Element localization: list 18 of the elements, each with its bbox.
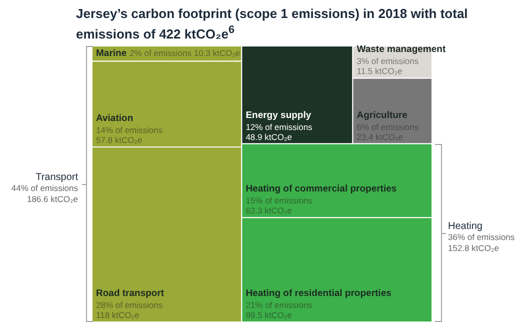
category-label: Waste management bbox=[356, 44, 446, 56]
category-label: Heating of commercial properties bbox=[246, 184, 397, 195]
category-label: Energy supply bbox=[246, 110, 312, 121]
category-label: Marine bbox=[96, 48, 127, 59]
data-label: 3% of emissions 11.5 ktCO₂e bbox=[356, 56, 419, 76]
text: Jersey’s carbon footprint (scope 1 emissions) in 2018 with total emissions of 422 ktCO₂e$^{6}$ bbox=[76, 6, 469, 42]
category-label: Heating of residential properties bbox=[246, 288, 392, 299]
category-label: Aviation bbox=[96, 112, 134, 124]
data-label: 28% of emissions 118 ktCO₂e bbox=[96, 300, 163, 320]
data-label: 14% of emissions 57.8 ktCO₂e bbox=[96, 124, 163, 145]
category-label: Road transport bbox=[96, 288, 165, 299]
data-label: 21% of emissions 89.5 ktCO₂e bbox=[246, 300, 312, 320]
text: Transport 44% of emissions 186.6 ktCO₂e bbox=[11, 172, 78, 204]
data-label: 2% of emissions 10.3 ktCO₂e bbox=[130, 48, 240, 58]
data-label: 15% of emissions 63.3 ktCO₂e bbox=[246, 196, 312, 216]
text: Heating 36% of emissions 152.8 ktCO₂e bbox=[448, 220, 515, 253]
category-label: Agriculture bbox=[356, 110, 408, 121]
data-label: 12% of emissions 48.9 ktCO₂e bbox=[246, 122, 312, 142]
